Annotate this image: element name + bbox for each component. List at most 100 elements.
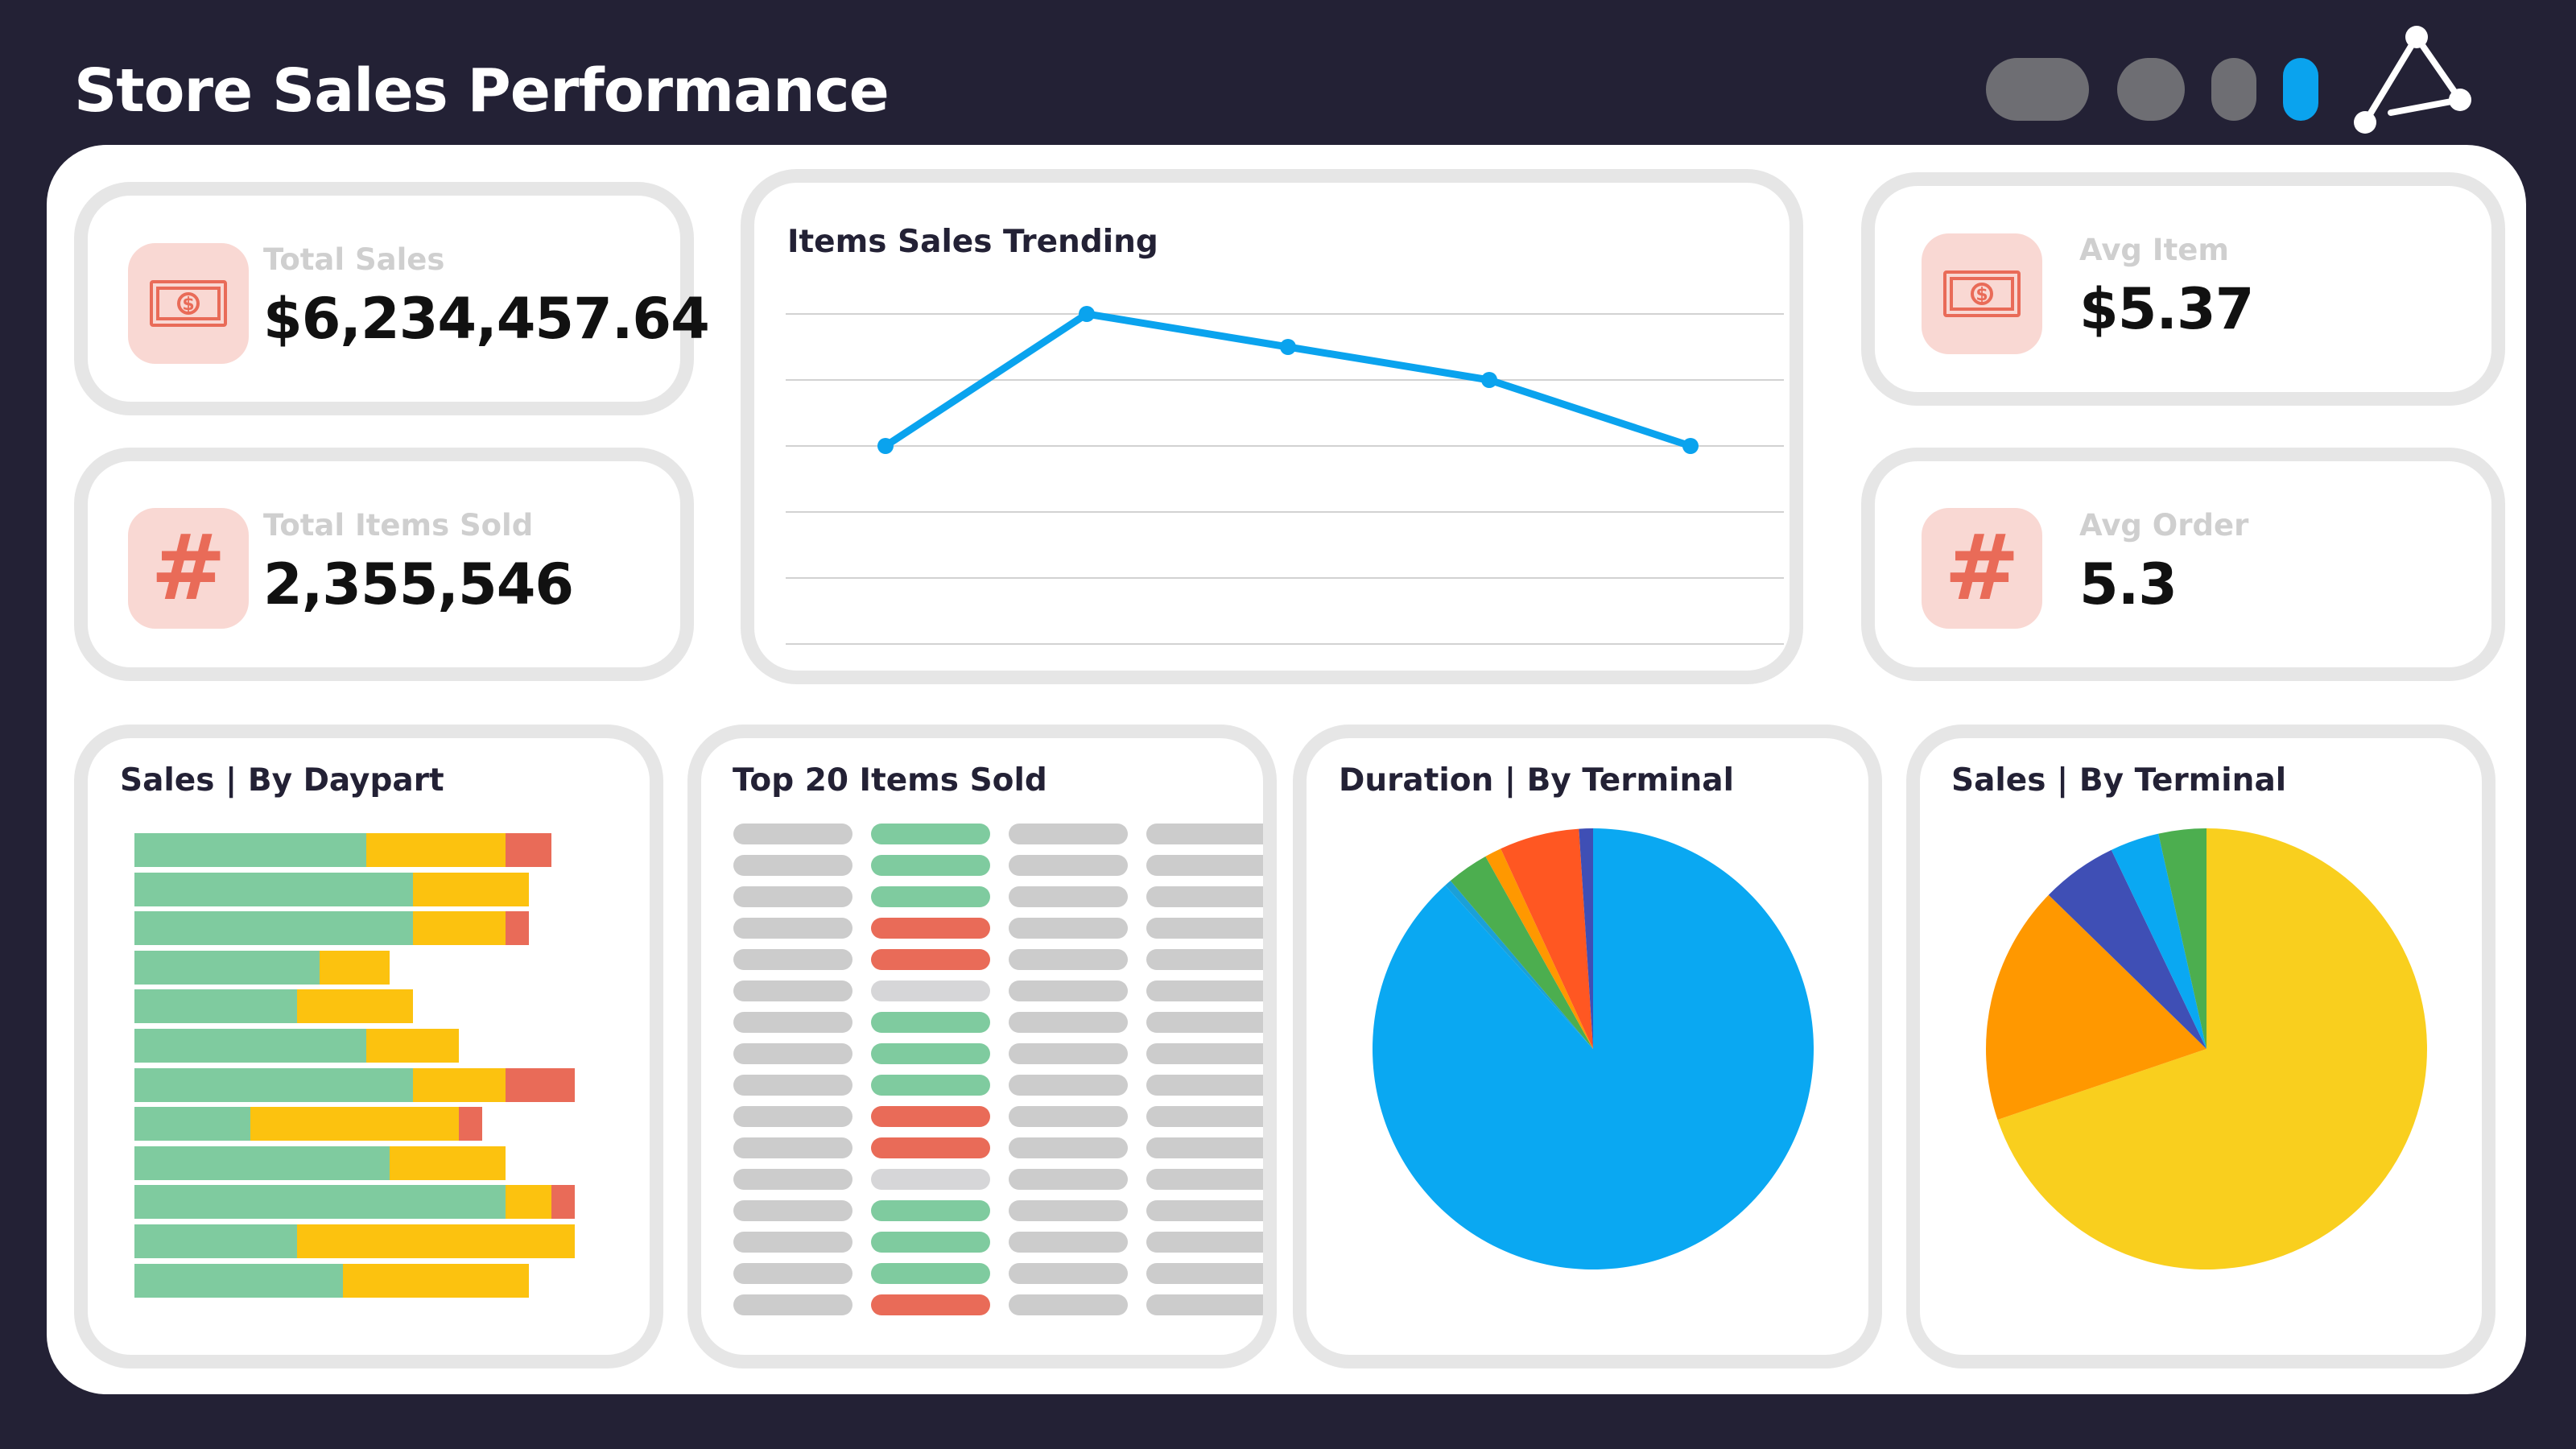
window-control-wide[interactable] [1986, 58, 2089, 121]
item-cell-placeholder [1146, 886, 1263, 907]
trend-point [1280, 339, 1296, 355]
total-sales-label: Total Sales [263, 242, 445, 277]
total-items-sold-card[interactable]: # Total Items Sold 2,355,546 [74, 448, 694, 681]
daypart-chart-card[interactable]: Sales | By Daypart [74, 724, 663, 1368]
window-control-small[interactable] [2211, 58, 2256, 121]
item-cell-placeholder [733, 1137, 852, 1158]
item-cell-placeholder [1146, 1075, 1263, 1096]
hash-icon: # [1922, 508, 2042, 629]
item-cell-placeholder [733, 1075, 852, 1096]
avg-item-card[interactable]: $ Avg Item $5.37 [1861, 172, 2505, 406]
trend-point [1079, 306, 1095, 322]
item-cell-placeholder [733, 949, 852, 970]
daypart-bar-segment [134, 872, 413, 906]
top-items-title: Top 20 Items Sold [733, 762, 1047, 799]
daypart-bar-chart [88, 738, 651, 1358]
item-cell-placeholder [1146, 1137, 1263, 1158]
item-cell-placeholder [733, 1232, 852, 1253]
item-cell-placeholder [1146, 1012, 1263, 1033]
trend-chart-card[interactable]: Items Sales Trending [741, 169, 1803, 684]
item-cell-placeholder [1009, 824, 1128, 844]
item-cell-placeholder [1009, 1075, 1128, 1096]
item-cell-placeholder [1009, 949, 1128, 970]
trend-point [877, 438, 894, 454]
item-cell-placeholder [1146, 1232, 1263, 1253]
item-status-pill [871, 918, 990, 939]
item-status-pill [871, 1263, 990, 1284]
item-cell-placeholder [733, 1263, 852, 1284]
daypart-bar-segment [412, 872, 529, 906]
item-cell-placeholder [733, 1200, 852, 1221]
item-cell-placeholder [1146, 1169, 1263, 1190]
page-title: Store Sales Performance [74, 56, 890, 126]
item-cell-placeholder [1146, 1263, 1263, 1284]
item-cell-placeholder [733, 1012, 852, 1033]
trend-point [1682, 438, 1699, 454]
daypart-bar-segment [134, 1263, 344, 1298]
pie-slice [2111, 833, 2207, 1049]
trend-chart-title: Items Sales Trending [787, 224, 1158, 260]
daypart-bar-segment [134, 1146, 390, 1180]
sales-terminal-chart-title: Sales | By Terminal [1951, 762, 2287, 799]
pie-slice [1450, 856, 1593, 1049]
item-status-pill [871, 1232, 990, 1253]
duration-chart-card[interactable]: Duration | By Terminal [1293, 724, 1882, 1368]
item-cell-placeholder [1009, 1232, 1128, 1253]
svg-text:$: $ [1975, 285, 1988, 305]
pie-slice [1579, 828, 1593, 1049]
sales-terminal-pie-chart [1986, 828, 2427, 1269]
avg-order-value: 5.3 [2079, 551, 2178, 617]
pie-slice [1485, 848, 1593, 1049]
daypart-bar-segment [320, 950, 390, 985]
daypart-bar-segment [134, 1107, 250, 1141]
brand-logo-icon [2354, 26, 2471, 134]
window-control-round[interactable] [2117, 58, 2185, 121]
duration-chart-title: Duration | By Terminal [1339, 762, 1734, 799]
item-cell-placeholder [733, 1294, 852, 1315]
daypart-bar-segment [505, 1067, 576, 1102]
item-cell-placeholder [1146, 949, 1263, 970]
avg-item-label: Avg Item [2079, 233, 2229, 267]
item-cell-placeholder [1009, 980, 1128, 1001]
item-cell-placeholder [1146, 1200, 1263, 1221]
pie-slice [2048, 849, 2207, 1049]
daypart-bar-segment [366, 1029, 460, 1063]
sales-terminal-chart-card[interactable]: Sales | By Terminal [1906, 724, 2496, 1368]
item-cell-placeholder [733, 1106, 852, 1127]
top-items-card[interactable]: Top 20 Items Sold [687, 724, 1277, 1368]
item-status-pill [871, 1169, 990, 1190]
pie-slice [1501, 828, 1593, 1049]
daypart-chart-title: Sales | By Daypart [120, 762, 444, 799]
daypart-bar-segment [366, 833, 506, 867]
avg-order-card[interactable]: # Avg Order 5.3 [1861, 448, 2505, 681]
pie-slice [2158, 828, 2207, 1049]
item-cell-placeholder [1146, 1106, 1263, 1127]
total-sales-value: $6,234,457.64 [263, 286, 710, 352]
item-status-pill [871, 1200, 990, 1221]
money-icon: $ [1922, 233, 2042, 354]
item-status-pill [871, 1012, 990, 1033]
item-cell-placeholder [1146, 1294, 1263, 1315]
total-items-sold-value: 2,355,546 [263, 551, 574, 617]
daypart-bar-segment [296, 989, 413, 1024]
daypart-bar-segment [134, 1067, 413, 1102]
window-control-active[interactable] [2283, 58, 2318, 121]
total-items-sold-label: Total Items Sold [263, 508, 534, 543]
item-cell-placeholder [1009, 1294, 1128, 1315]
item-cell-placeholder [1009, 1200, 1128, 1221]
item-status-pill [871, 949, 990, 970]
item-cell-placeholder [1009, 918, 1128, 939]
daypart-bar-segment [505, 911, 529, 946]
avg-item-value: $5.37 [2079, 276, 2254, 342]
hash-icon: # [128, 508, 249, 629]
daypart-bar-segment [134, 1185, 506, 1220]
item-cell-placeholder [1009, 1106, 1128, 1127]
svg-text:$: $ [182, 295, 194, 315]
total-sales-card[interactable]: $ Total Sales $6,234,457.64 [74, 182, 710, 415]
item-status-pill [871, 1075, 990, 1096]
dashboard-panel: $ Total Sales $6,234,457.64 # Total Item… [47, 145, 2526, 1394]
item-cell-placeholder [1009, 1169, 1128, 1190]
daypart-bar-segment [134, 833, 366, 867]
item-cell-placeholder [1009, 886, 1128, 907]
item-status-pill [871, 1294, 990, 1315]
